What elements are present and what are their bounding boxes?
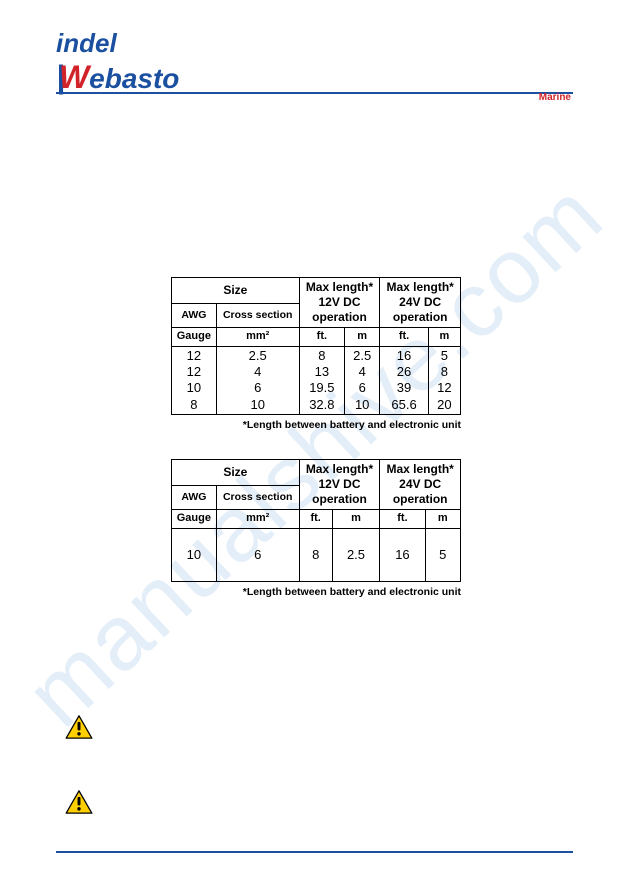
logo-line1: indel xyxy=(56,28,573,59)
t1-gauge-unit: Gauge xyxy=(172,328,217,347)
t1-ft12-unit: ft. xyxy=(299,328,344,347)
t2-ft24-unit: ft. xyxy=(380,509,425,528)
t2-awg-header: AWG xyxy=(172,485,217,509)
t2-size-header: Size xyxy=(172,459,300,485)
logo-wordmark: | W ebasto xyxy=(56,59,573,96)
t2-m12-unit: m xyxy=(332,509,380,528)
t1-ft24-unit: ft. xyxy=(380,328,428,347)
wire-table-2: Size Max length* 12V DC operation Max le… xyxy=(171,459,461,582)
logo-ebasto: ebasto xyxy=(89,63,179,95)
t2-note: *Length between battery and electronic u… xyxy=(171,586,461,598)
table-cell: 16 xyxy=(380,528,425,581)
t1-max12-header: Max length* 12V DC operation xyxy=(299,278,380,328)
t1-mm2-unit: mm² xyxy=(216,328,299,347)
t1-awg-header: AWG xyxy=(172,304,217,328)
main-content: Size Max length* 12V DC operation Max le… xyxy=(56,277,573,598)
brand-logo: indel | W ebasto Marine xyxy=(56,28,573,86)
t2-mm2-unit: mm² xyxy=(216,509,299,528)
table-cell: 2.54610 xyxy=(216,346,299,414)
t2-cross-header: Cross section xyxy=(216,485,299,509)
warning-icon xyxy=(65,790,93,814)
table-cell: 2.54610 xyxy=(345,346,380,414)
footer-rule xyxy=(56,851,573,853)
t2-max12-header: Max length* 12V DC operation xyxy=(299,459,380,509)
table-cell: 581220 xyxy=(428,346,460,414)
table-cell: 81319.532.8 xyxy=(299,346,344,414)
t1-m24-unit: m xyxy=(428,328,460,347)
t1-m12-unit: m xyxy=(345,328,380,347)
t1-cross-header: Cross section xyxy=(216,304,299,328)
t2-m24-unit: m xyxy=(425,509,460,528)
table-cell: 8 xyxy=(299,528,332,581)
logo-w: W xyxy=(59,59,89,96)
t1-max24-header: Max length* 24V DC operation xyxy=(380,278,461,328)
wire-table-1: Size Max length* 12V DC operation Max le… xyxy=(171,277,461,415)
t2-gauge-unit: Gauge xyxy=(172,509,217,528)
table-cell: 5 xyxy=(425,528,460,581)
table-cell: 10 xyxy=(172,528,217,581)
t2-max24-header: Max length* 24V DC operation xyxy=(380,459,461,509)
wire-table-1-wrap: Size Max length* 12V DC operation Max le… xyxy=(171,277,461,431)
t1-size-header: Size xyxy=(172,278,300,304)
wire-table-2-wrap: Size Max length* 12V DC operation Max le… xyxy=(171,459,461,598)
warning-icon xyxy=(65,715,93,739)
table-cell: 6 xyxy=(216,528,299,581)
t1-note: *Length between battery and electronic u… xyxy=(171,419,461,431)
table-cell: 1212108 xyxy=(172,346,217,414)
table-cell: 2.5 xyxy=(332,528,380,581)
table-cell: 16263965.6 xyxy=(380,346,428,414)
t2-ft12-unit: ft. xyxy=(299,509,332,528)
